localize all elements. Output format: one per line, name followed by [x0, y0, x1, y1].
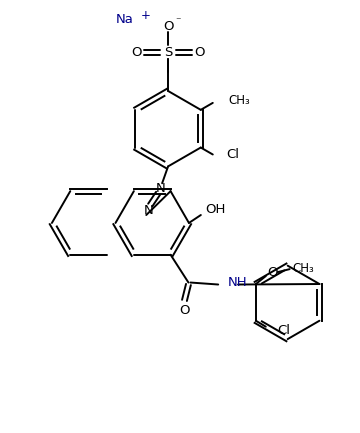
Text: Cl: Cl [227, 148, 240, 161]
Text: OH: OH [206, 203, 226, 216]
Text: O: O [131, 46, 141, 59]
Text: O: O [267, 265, 278, 278]
Text: O: O [179, 304, 190, 317]
Text: CH₃: CH₃ [293, 262, 314, 275]
Text: CH₃: CH₃ [229, 94, 251, 107]
Text: +: + [140, 9, 150, 22]
Text: O: O [195, 46, 205, 59]
Text: N: N [155, 182, 165, 195]
Text: ⁻: ⁻ [175, 16, 180, 26]
Text: S: S [164, 46, 172, 59]
Text: O: O [163, 20, 174, 33]
Text: NH: NH [228, 276, 248, 289]
Text: Cl: Cl [278, 324, 291, 337]
Text: Na: Na [116, 13, 133, 26]
Text: N: N [143, 204, 153, 216]
